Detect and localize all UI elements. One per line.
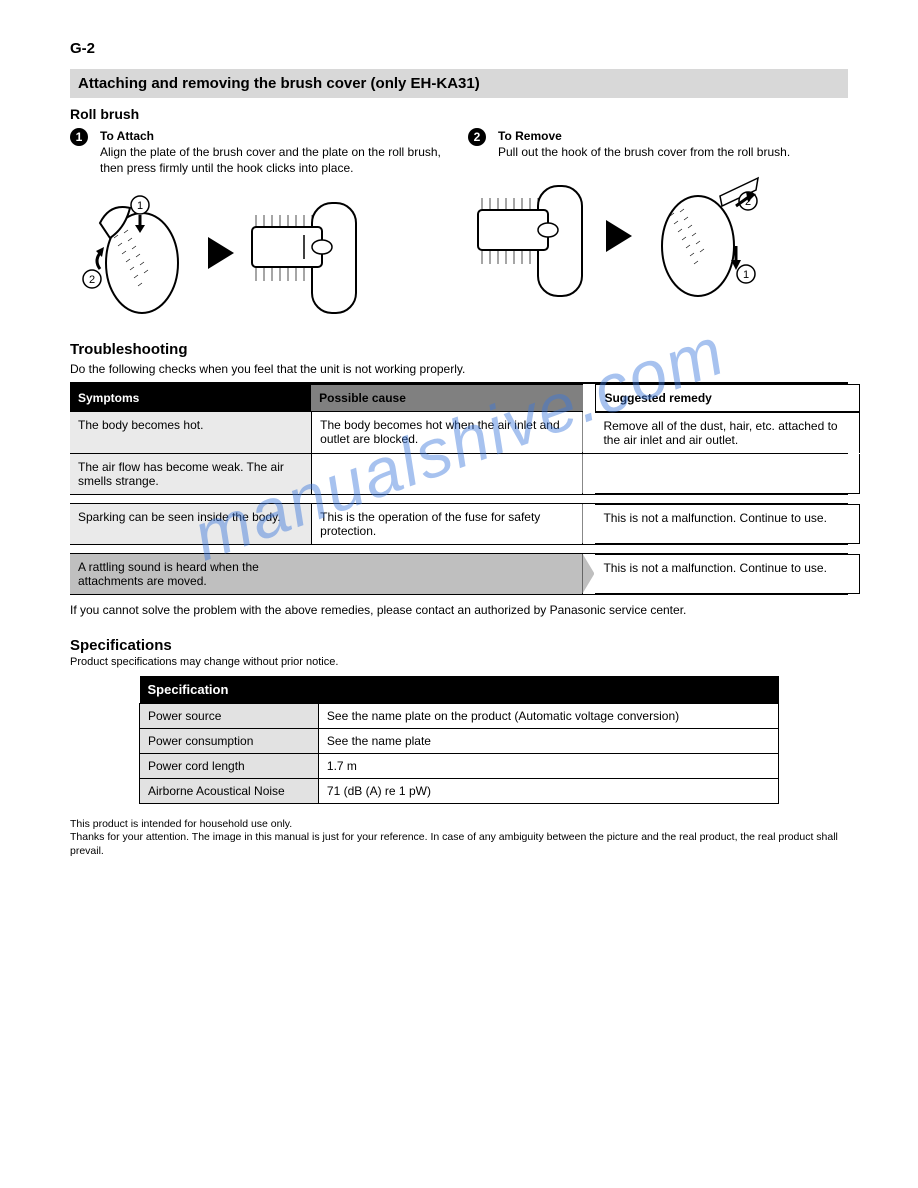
table-row: Airborne Acoustical Noise71 (dB (A) re 1…	[140, 778, 779, 803]
steps-row: 1 To Attach Align the plate of the brush…	[70, 128, 848, 323]
step-attach: 1 To Attach Align the plate of the brush…	[70, 128, 450, 323]
table-row: Power cord length1.7 m	[140, 753, 779, 778]
cell-symptom: Sparking can be seen inside the body.	[70, 504, 311, 544]
cell-remedy	[595, 454, 860, 494]
cell-remedy: Remove all of the dust, hair, etc. attac…	[595, 412, 860, 453]
step-1-label: To Attach	[100, 129, 154, 143]
step-remove: 2 To Remove Pull out the hook of the bru…	[468, 128, 848, 323]
table-row: Power consumptionSee the name plate	[140, 728, 779, 753]
cell-symptom: The body becomes hot.	[70, 412, 311, 453]
spec-val: See the name plate	[318, 728, 778, 753]
cell-symptom: The air flow has become weak. The air sm…	[70, 454, 311, 494]
cell-remedy: This is not a malfunction. Continue to u…	[595, 554, 860, 594]
cell-cause: The body becomes hot when the air inlet …	[311, 412, 583, 453]
page-number: G-2	[70, 40, 848, 57]
table-row: The air flow has become weak. The air sm…	[70, 454, 848, 495]
spec-val: See the name plate on the product (Autom…	[318, 703, 778, 728]
trouble-footer: If you cannot solve the problem with the…	[70, 603, 848, 617]
th-remedy: Suggested remedy	[595, 384, 860, 412]
svg-text:1: 1	[137, 200, 143, 212]
section-sub-title: Roll brush	[70, 106, 848, 122]
cell-cause	[311, 554, 583, 594]
table-row: Power sourceSee the name plate on the pr…	[140, 703, 779, 728]
cell-remedy: This is not a malfunction. Continue to u…	[595, 504, 860, 544]
arrow-icon	[606, 220, 632, 252]
illus-remove-1	[468, 166, 598, 306]
spec-header: Specification	[140, 676, 779, 704]
spec-val: 71 (dB (A) re 1 pW)	[318, 778, 778, 803]
step-2-label: To Remove	[498, 129, 562, 143]
trouble-title: Troubleshooting	[70, 341, 848, 358]
illus-remove-2: 2 1	[640, 166, 770, 306]
illus-attach-2	[242, 183, 372, 323]
step-2-badge: 2	[468, 128, 486, 146]
illus-attach-1: 1 2	[70, 183, 200, 323]
section-bar: Attaching and removing the brush cover (…	[70, 69, 848, 98]
svg-text:2: 2	[89, 274, 95, 286]
spec-key: Airborne Acoustical Noise	[140, 778, 319, 803]
spec-title: Specifications	[70, 637, 848, 654]
th-symptoms: Symptoms	[70, 384, 311, 412]
step-2-text: Pull out the hook of the brush cover fro…	[498, 145, 790, 159]
table-row: The body becomes hot. The body becomes h…	[70, 412, 848, 454]
table-row: Sparking can be seen inside the body. Th…	[70, 503, 848, 545]
th-cause: Possible cause	[311, 384, 583, 412]
table-row: A rattling sound is heard when the attac…	[70, 553, 848, 595]
footer-note: This product is intended for household u…	[70, 818, 848, 859]
spec-key: Power source	[140, 703, 319, 728]
spec-note: Product specifications may change withou…	[70, 656, 848, 668]
cell-cause	[311, 454, 583, 494]
svg-text:1: 1	[743, 269, 749, 281]
cell-symptom: A rattling sound is heard when the attac…	[70, 554, 311, 594]
trouble-note: Do the following checks when you feel th…	[70, 362, 848, 376]
spec-val: 1.7 m	[318, 753, 778, 778]
spec-key: Power consumption	[140, 728, 319, 753]
spec-table: Specification Power sourceSee the name p…	[139, 676, 779, 804]
cell-cause: This is the operation of the fuse for sa…	[311, 504, 583, 544]
trouble-table: Symptoms Possible cause Suggested remedy…	[70, 382, 848, 595]
spec-key: Power cord length	[140, 753, 319, 778]
arrow-icon	[208, 237, 234, 269]
step-1-text: Align the plate of the brush cover and t…	[100, 145, 441, 175]
step-1-badge: 1	[70, 128, 88, 146]
